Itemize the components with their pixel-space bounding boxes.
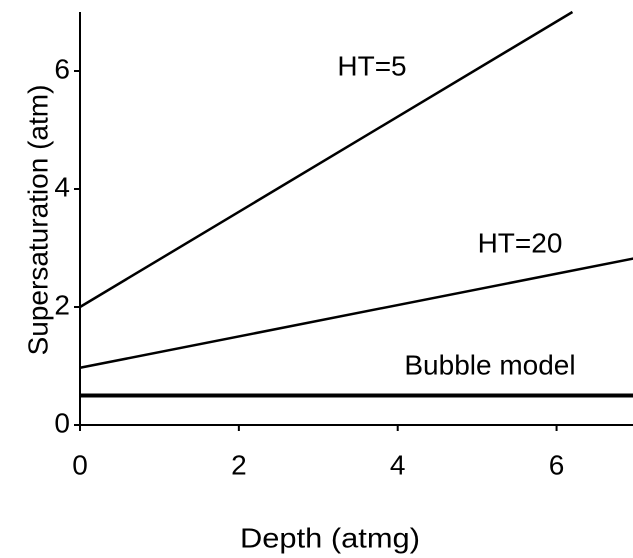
series-line [79,257,633,369]
x-tick-label: 4 [390,449,406,480]
series-label: HT=5 [337,50,406,81]
x-axis-label: Depth (atmg) [240,522,420,553]
y-tick-label: 2 [54,289,70,320]
y-axis-label: Supersaturation (atm) [22,85,53,356]
y-tick-label: 6 [54,53,70,84]
series-label: Bubble model [404,349,575,380]
series-line [79,10,574,309]
x-tick-label: 6 [549,449,565,480]
y-tick-label: 0 [54,407,70,438]
y-tick-label: 4 [54,171,70,202]
x-tick-label: 0 [72,449,88,480]
x-tick-label: 2 [231,449,247,480]
series-label: HT=20 [478,227,563,258]
